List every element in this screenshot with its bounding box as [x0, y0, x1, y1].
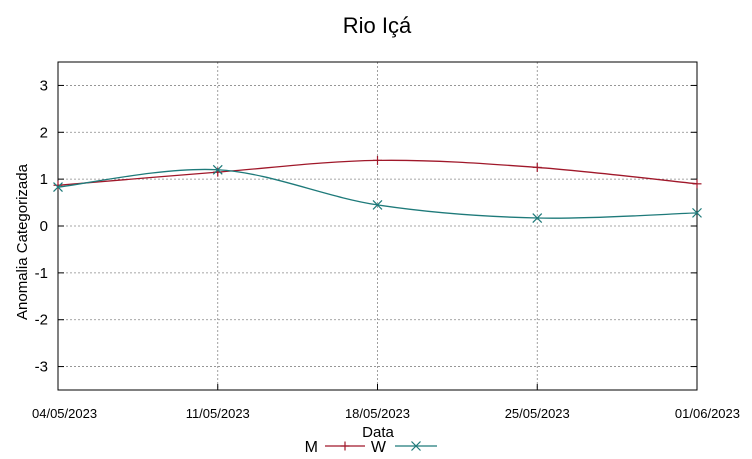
series	[53, 155, 702, 223]
data-point-M	[532, 162, 542, 172]
x-tick-label: 18/05/2023	[345, 406, 410, 421]
y-axis-label: Anomalia Categorizada	[14, 163, 31, 320]
data-point-W	[532, 213, 543, 223]
y-tick-label: -3	[35, 359, 48, 376]
y-tick-label: 3	[40, 77, 48, 94]
data-point-M	[53, 180, 63, 190]
y-tick-label: 1	[40, 171, 48, 188]
x-tick-label: 04/05/2023	[32, 406, 97, 421]
data-point-M	[373, 155, 382, 165]
legend-label-W: W	[371, 439, 387, 456]
y-tick-label: -2	[35, 312, 48, 329]
data-point-M	[692, 179, 702, 189]
legend-label-M: M	[305, 439, 318, 456]
x-tick-label: 25/05/2023	[505, 406, 570, 421]
legend-marker-W	[411, 441, 421, 451]
x-tick-label: 11/05/2023	[186, 406, 250, 421]
y-tick-label: 0	[40, 218, 48, 235]
grid	[57, 62, 698, 390]
data-point-W	[212, 164, 223, 175]
data-point-W	[692, 207, 702, 218]
data-point-W	[372, 199, 383, 210]
data-point-W	[53, 182, 63, 193]
y-tick-label: 2	[40, 124, 48, 141]
x-tick-label: 01/06/2023	[675, 406, 740, 421]
chart-title: Rio Içá	[343, 13, 412, 38]
legend-marker-M	[340, 441, 350, 451]
x-axis-ticks: 04/05/2023 11/05/2023 18/05/2023 25/05/2023…	[32, 384, 740, 421]
y-axis-ticks: -3 -2 -1 0 1 2 3	[35, 77, 697, 376]
x-axis-label: Data	[362, 424, 394, 441]
y-tick-label: -1	[35, 265, 48, 282]
